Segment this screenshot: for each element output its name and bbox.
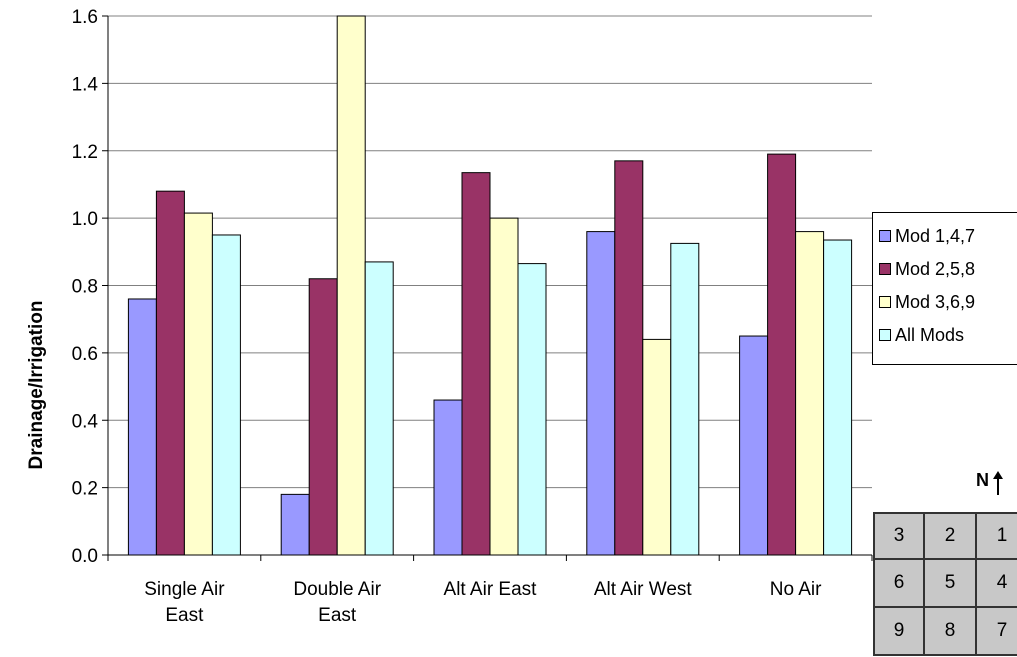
y-tick-label: 1.6 (72, 7, 98, 28)
legend-label: All Mods (895, 324, 965, 345)
module-cell: 4 (977, 560, 1017, 608)
y-axis-label: Drainage/Irrigation (26, 301, 47, 470)
y-tick-label: 0.2 (72, 479, 98, 500)
bar (155, 190, 185, 556)
legend: Mod 1,4,7 Mod 2,5,8 Mod 3,6,9 All Mods (872, 212, 1017, 365)
y-tick-label: 0.8 (72, 277, 98, 298)
bar (489, 217, 519, 556)
bar (670, 242, 700, 556)
module-cell: 3 (873, 512, 925, 560)
bar (739, 335, 769, 556)
y-tick-label: 0.4 (72, 411, 99, 432)
legend-label: Mod 2,5,8 (895, 258, 976, 279)
x-category-label: Single Air (144, 579, 225, 600)
module-cell: 2 (925, 512, 977, 560)
bar (795, 231, 825, 556)
y-tick-label: 0.6 (72, 344, 98, 365)
bar (211, 234, 241, 556)
module-cell: 8 (925, 608, 977, 656)
module-cell: 5 (925, 560, 977, 608)
bar (517, 263, 547, 556)
x-category-labels: Single Air East Double Air East Alt Air East… (144, 579, 822, 626)
bar (767, 153, 797, 556)
legend-item: Mod 2,5,8 (879, 258, 975, 280)
legend-item: Mod 1,4,7 (879, 225, 975, 247)
bars (127, 15, 853, 556)
legend-swatch (879, 230, 891, 242)
north-label: N (976, 470, 989, 490)
bar (642, 338, 672, 556)
y-tick-label: 1.0 (72, 209, 98, 230)
module-cell: 6 (873, 560, 925, 608)
x-category-label: No Air (770, 579, 822, 600)
bar (336, 15, 366, 556)
north-arrow-icon (993, 471, 1003, 495)
legend-swatch (879, 296, 891, 308)
bar (183, 212, 213, 556)
module-cell: 1 (977, 512, 1017, 560)
legend-item: Mod 3,6,9 (879, 291, 975, 313)
bar (364, 261, 394, 556)
legend-swatch (879, 263, 891, 275)
y-tick-label: 1.2 (72, 142, 98, 163)
bar (823, 239, 853, 556)
x-category-label: Alt Air West (594, 579, 693, 600)
y-tick-label: 1.4 (72, 74, 99, 95)
bar (586, 231, 616, 556)
bar (280, 493, 310, 556)
bar (614, 160, 644, 556)
x-category-label: East (318, 605, 357, 626)
legend-item: All Mods (879, 324, 964, 346)
x-category-label: Double Air (293, 579, 381, 600)
bar (308, 278, 338, 556)
y-tick-label: 0.0 (72, 546, 98, 567)
legend-label: Mod 3,6,9 (895, 291, 976, 312)
legend-swatch (879, 329, 891, 341)
module-cell: 7 (977, 608, 1017, 656)
legend-label: Mod 1,4,7 (895, 225, 976, 246)
y-tick-labels: 0.0 0.2 0.4 0.6 0.8 1.0 1.2 1.4 1.6 (72, 7, 108, 567)
x-category-label: East (165, 605, 204, 626)
bar (461, 172, 491, 556)
module-cell: 9 (873, 608, 925, 656)
x-category-label: Alt Air East (444, 579, 538, 600)
bar (433, 399, 463, 556)
bar (127, 298, 157, 556)
